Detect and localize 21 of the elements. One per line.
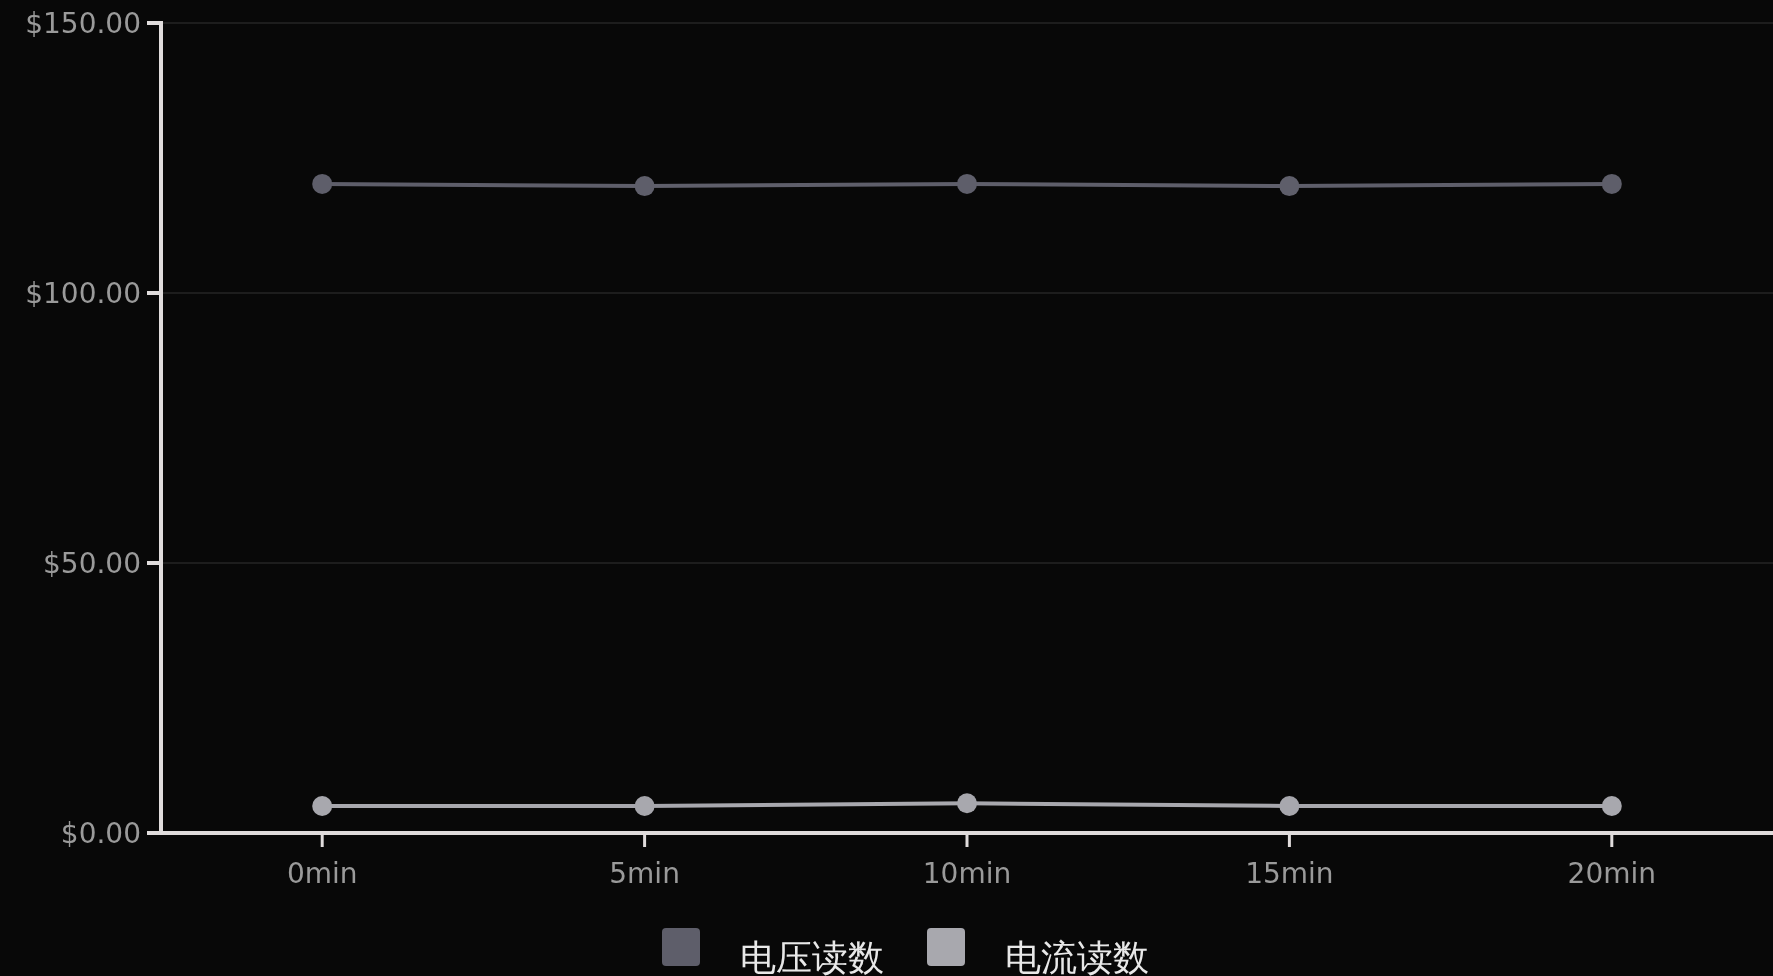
- x-tick-label: 20min: [1567, 856, 1657, 890]
- y-tick-label: $0.00: [60, 816, 141, 850]
- point: [1279, 176, 1300, 197]
- x-tick-label: 15min: [1245, 856, 1334, 890]
- point: [1279, 796, 1300, 816]
- y-tick-label: $150.00: [25, 6, 141, 40]
- point: [1601, 173, 1622, 194]
- point: [634, 796, 655, 816]
- y-tick-label: $100.00: [25, 276, 141, 310]
- point: [957, 173, 977, 194]
- point: [312, 796, 333, 816]
- y-tick-label: $50.00: [43, 546, 141, 580]
- x-tick-label: 10min: [922, 856, 1012, 890]
- legend-label: 电流读数: [1005, 936, 1149, 976]
- x-tick-label: 5min: [609, 856, 680, 890]
- point: [312, 173, 333, 194]
- point: [634, 176, 655, 197]
- x-tick-label: 0min: [286, 856, 358, 890]
- point: [1601, 796, 1622, 816]
- point: [957, 793, 977, 814]
- legend-label: 电压读数: [740, 936, 884, 976]
